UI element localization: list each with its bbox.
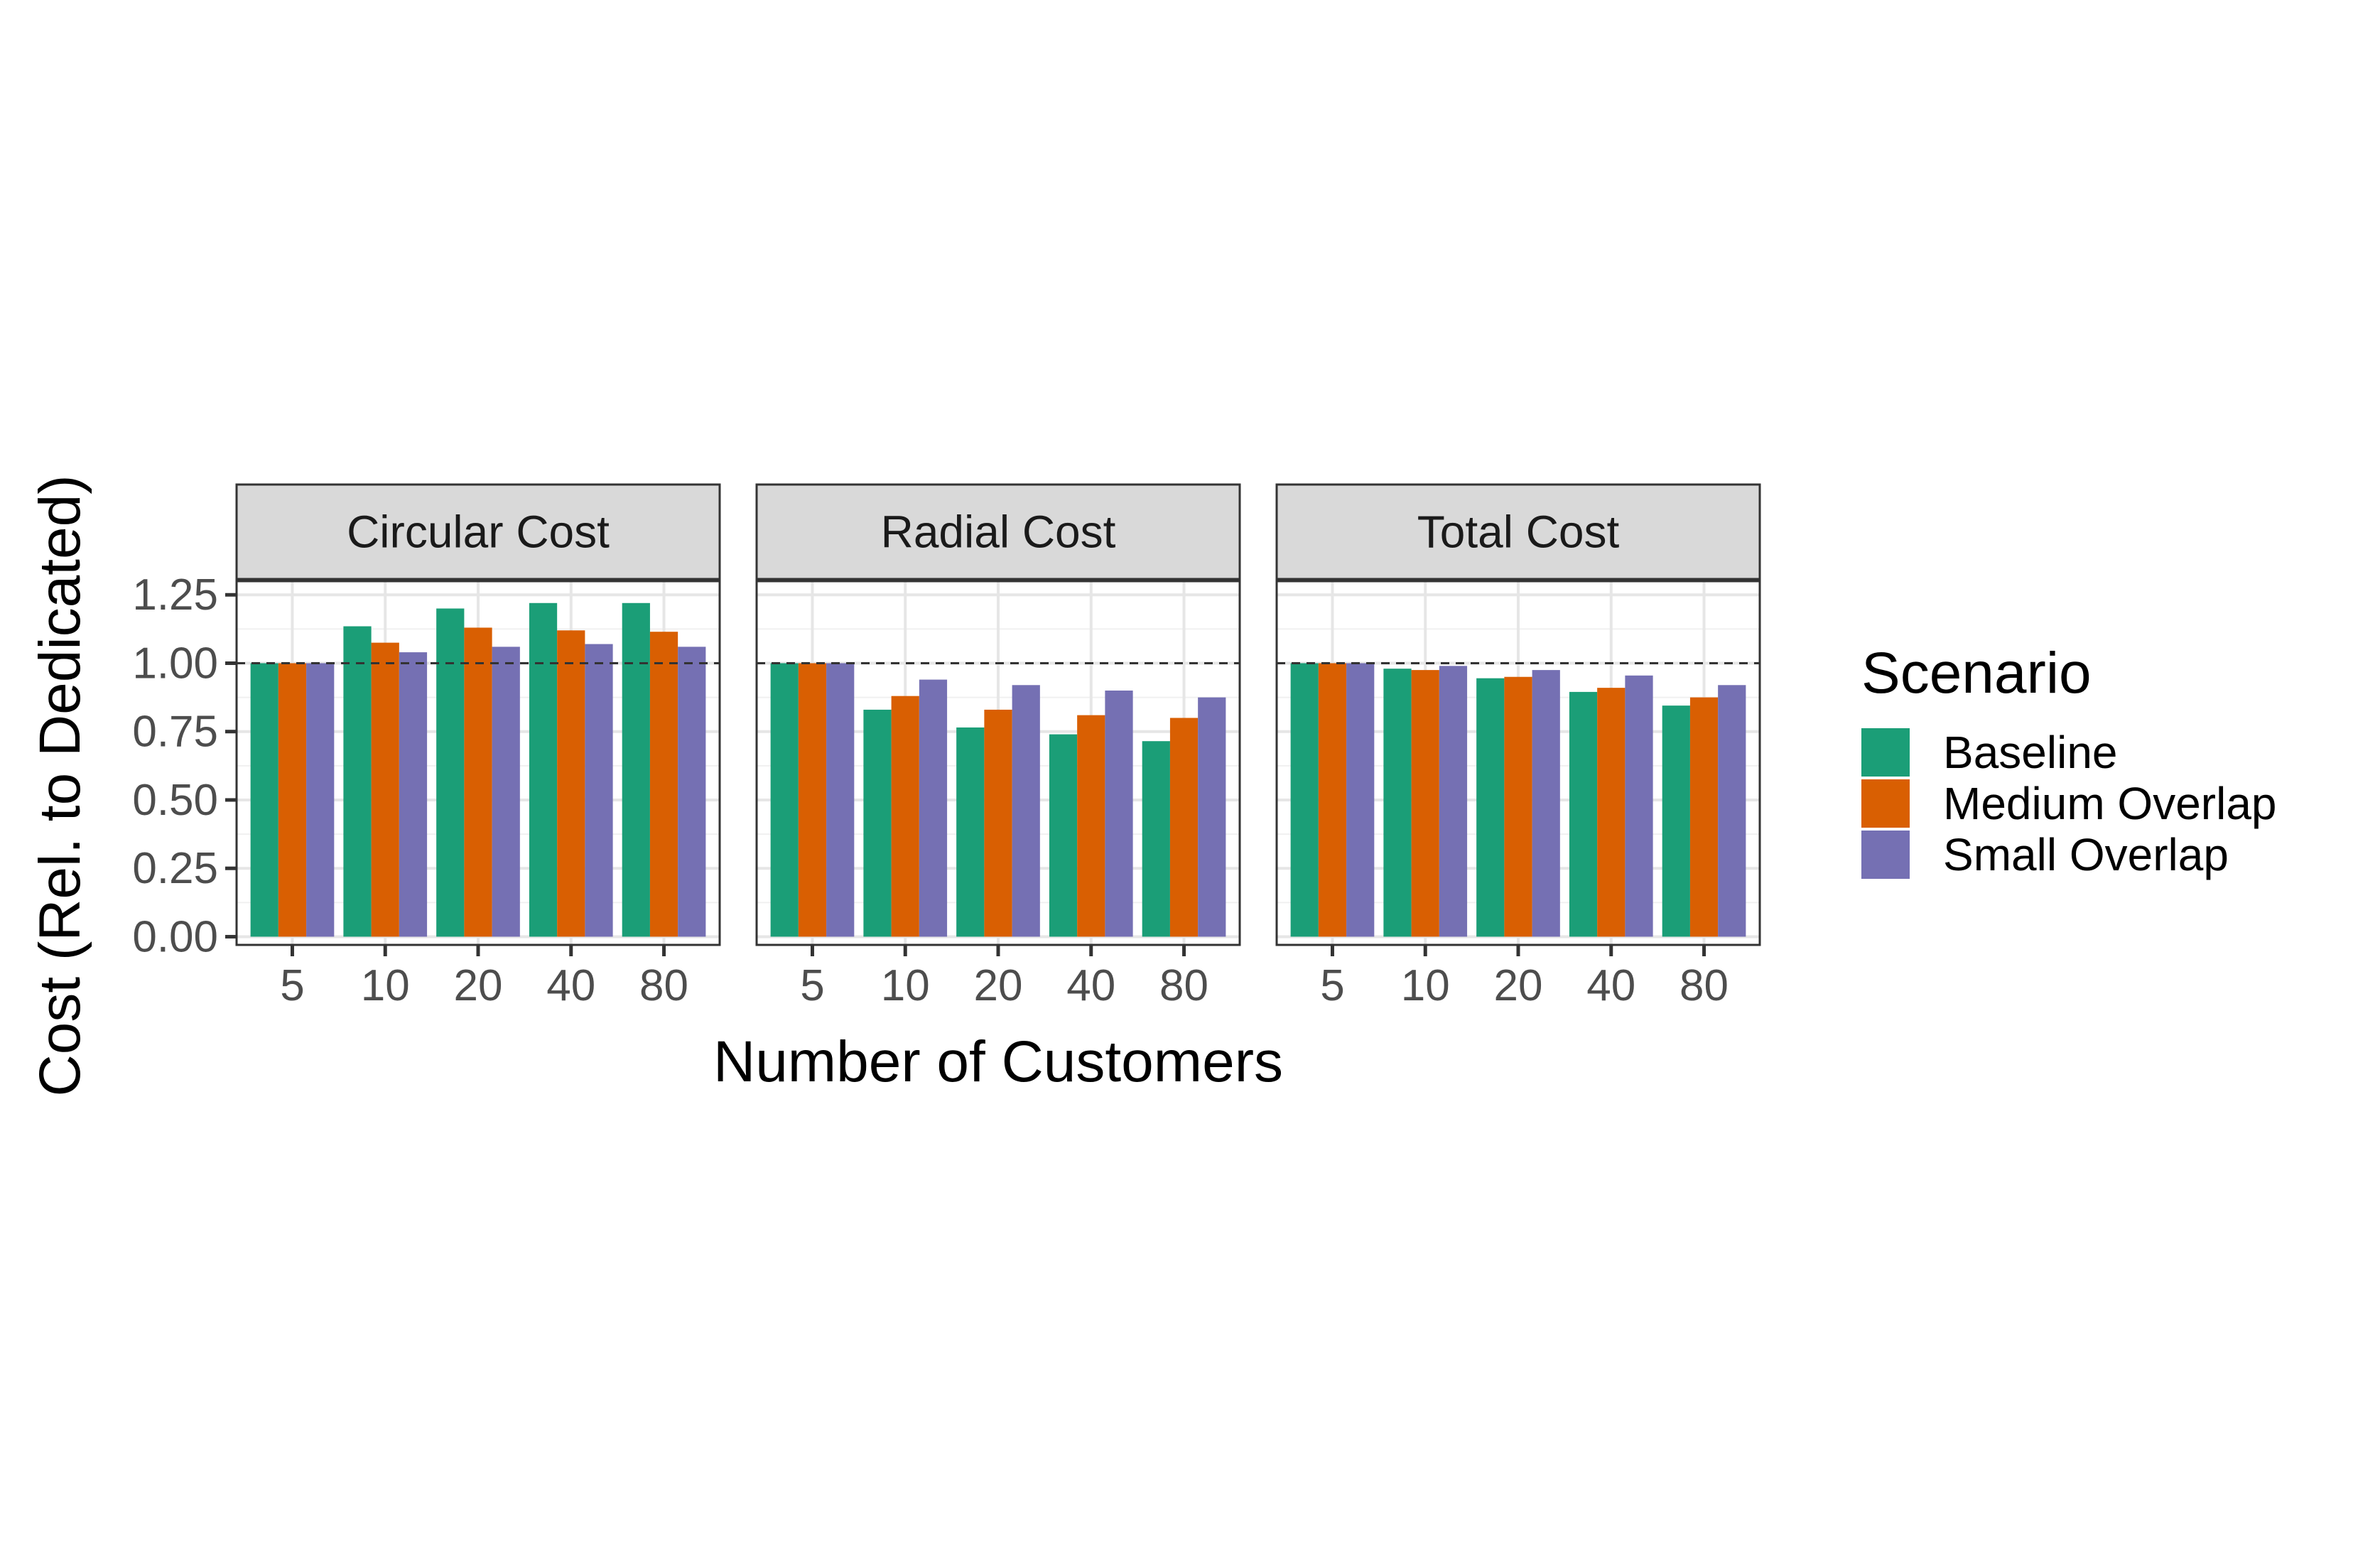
x-tick-label: 10 — [361, 961, 410, 1010]
bar-total-cost-baseline-10 — [1383, 669, 1412, 937]
y-tick-label: 0.75 — [132, 708, 218, 757]
strip-title-total-cost: Total Cost — [1417, 507, 1620, 558]
x-tick-label: 80 — [1159, 961, 1208, 1010]
bar-circular-cost-small-overlap-5 — [306, 663, 335, 937]
x-tick-label: 40 — [1586, 961, 1635, 1010]
bar-radial-cost-baseline-10 — [863, 709, 892, 937]
bar-radial-cost-baseline-20 — [956, 727, 985, 937]
bar-radial-cost-small-overlap-5 — [826, 663, 855, 937]
x-tick-label: 10 — [881, 961, 930, 1010]
bar-circular-cost-baseline-5 — [250, 663, 278, 937]
strip-title-circular-cost: Circular Cost — [347, 507, 610, 558]
bar-circular-cost-baseline-40 — [529, 602, 558, 937]
bar-radial-cost-small-overlap-80 — [1198, 697, 1226, 937]
bar-radial-cost-medium-overlap-10 — [891, 696, 919, 937]
bar-total-cost-small-overlap-20 — [1532, 670, 1560, 937]
bar-total-cost-small-overlap-80 — [1718, 685, 1746, 937]
bar-circular-cost-medium-overlap-80 — [649, 632, 678, 937]
y-axis-title: Cost (Rel. to Dedicated) — [28, 475, 92, 1096]
bar-total-cost-medium-overlap-5 — [1318, 663, 1347, 937]
bar-radial-cost-medium-overlap-5 — [798, 663, 827, 937]
bar-circular-cost-baseline-20 — [436, 608, 465, 937]
x-tick-label: 20 — [1494, 961, 1543, 1010]
y-tick-label: 0.00 — [132, 912, 218, 961]
x-tick-label: 5 — [280, 961, 304, 1010]
bar-radial-cost-baseline-5 — [770, 663, 799, 937]
bar-total-cost-baseline-5 — [1290, 663, 1319, 937]
x-tick-label: 10 — [1401, 961, 1450, 1010]
bar-radial-cost-baseline-80 — [1142, 741, 1170, 937]
y-axis-title-group: Cost (Rel. to Dedicated) — [28, 475, 92, 1096]
bar-total-cost-medium-overlap-40 — [1597, 688, 1626, 937]
bar-radial-cost-small-overlap-20 — [1012, 685, 1040, 937]
bar-circular-cost-small-overlap-80 — [678, 647, 706, 937]
x-tick-label: 40 — [1066, 961, 1115, 1010]
bar-radial-cost-small-overlap-40 — [1105, 690, 1133, 937]
bar-total-cost-small-overlap-40 — [1625, 675, 1653, 937]
legend-label-medium-overlap: Medium Overlap — [1943, 778, 2277, 829]
panel-radial-cost: Radial Cost 5 10 20 40 80 — [755, 483, 1241, 1010]
x-tick-label: 5 — [1320, 961, 1344, 1010]
panel-circular-cost: Circular Cost 5 10 20 40 80 0.00 0.25 0.50 0.75 1.… — [132, 483, 721, 1010]
bar-total-cost-medium-overlap-80 — [1689, 697, 1719, 937]
legend-label-small-overlap: Small Overlap — [1943, 829, 2229, 880]
strip-total-cost — [1275, 483, 1761, 580]
x-tick-label: 5 — [800, 961, 824, 1010]
bar-radial-cost-medium-overlap-20 — [984, 709, 1012, 937]
bar-total-cost-baseline-80 — [1662, 705, 1690, 937]
y-tick-label: 1.25 — [132, 570, 218, 620]
bar-total-cost-baseline-40 — [1569, 691, 1598, 937]
bar-circular-cost-small-overlap-20 — [492, 647, 520, 937]
legend-title: Scenario — [1861, 641, 2092, 705]
x-tick-label: 80 — [639, 961, 688, 1010]
x-axis-title: Number of Customers — [713, 1029, 1283, 1094]
bar-circular-cost-medium-overlap-5 — [278, 663, 307, 937]
strip-circular-cost — [235, 483, 721, 580]
legend-key-small-overlap — [1861, 831, 1910, 879]
bar-radial-cost-medium-overlap-80 — [1169, 718, 1199, 937]
x-tick-label: 40 — [546, 961, 595, 1010]
legend-label-baseline: Baseline — [1943, 727, 2118, 778]
y-tick-label: 0.50 — [132, 776, 218, 825]
bar-radial-cost-medium-overlap-40 — [1077, 715, 1105, 937]
bar-circular-cost-baseline-80 — [622, 602, 650, 937]
bar-total-cost-baseline-20 — [1476, 678, 1505, 937]
bar-circular-cost-medium-overlap-40 — [557, 630, 585, 937]
strip-title-radial-cost: Radial Cost — [881, 507, 1116, 558]
bar-total-cost-small-overlap-5 — [1346, 663, 1375, 937]
bar-total-cost-small-overlap-10 — [1439, 666, 1468, 937]
bar-radial-cost-baseline-40 — [1049, 734, 1078, 937]
x-axis-title-group: Number of Customers — [713, 1029, 1283, 1094]
chart-panels: Circular Cost 5 10 20 40 80 0.00 0.25 0.50 0.75 1.… — [132, 483, 1761, 1010]
y-tick-label: 0.25 — [132, 844, 218, 893]
strip-radial-cost — [755, 483, 1241, 580]
bar-total-cost-medium-overlap-10 — [1411, 670, 1439, 937]
bar-circular-cost-baseline-10 — [343, 626, 372, 937]
panel-total-cost: Total Cost 5 10 20 40 80 — [1275, 483, 1761, 1010]
bar-total-cost-medium-overlap-20 — [1504, 676, 1532, 937]
legend-key-medium-overlap — [1861, 779, 1910, 828]
x-tick-label: 20 — [974, 961, 1023, 1010]
bar-circular-cost-medium-overlap-10 — [371, 642, 399, 937]
x-tick-label: 80 — [1679, 961, 1729, 1010]
bar-circular-cost-small-overlap-10 — [399, 652, 428, 937]
bar-circular-cost-small-overlap-40 — [585, 644, 613, 937]
legend-key-baseline — [1861, 728, 1910, 777]
y-tick-label: 1.00 — [132, 639, 218, 688]
bar-circular-cost-medium-overlap-20 — [464, 627, 492, 937]
x-tick-label: 20 — [454, 961, 503, 1010]
bar-radial-cost-small-overlap-10 — [919, 679, 948, 937]
